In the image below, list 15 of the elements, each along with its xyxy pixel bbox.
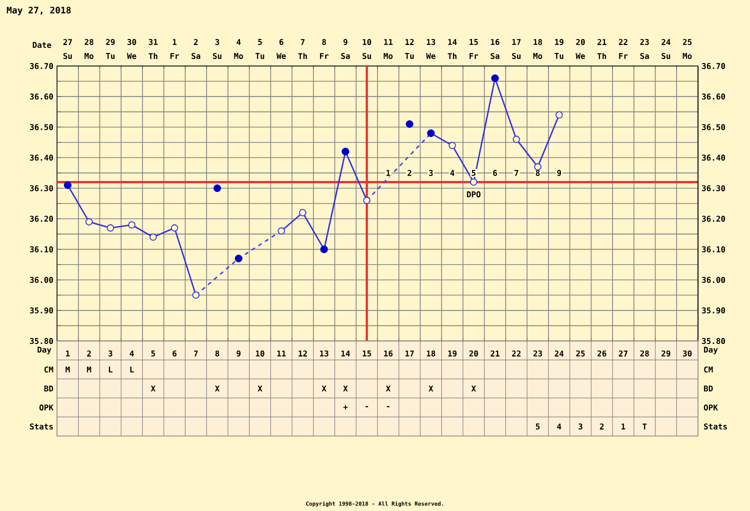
point: [534, 163, 542, 170]
point: [150, 233, 157, 241]
point: [106, 224, 114, 232]
point: [512, 136, 520, 143]
point: [170, 224, 178, 232]
point: [470, 178, 478, 186]
point: [278, 227, 285, 235]
point: [85, 218, 93, 226]
point: [555, 111, 563, 119]
chart-title: May 27, 2018: [6, 6, 71, 16]
point: [363, 196, 370, 204]
point: [299, 209, 306, 216]
point: [192, 292, 200, 299]
point: [128, 221, 136, 229]
point: [448, 142, 456, 150]
